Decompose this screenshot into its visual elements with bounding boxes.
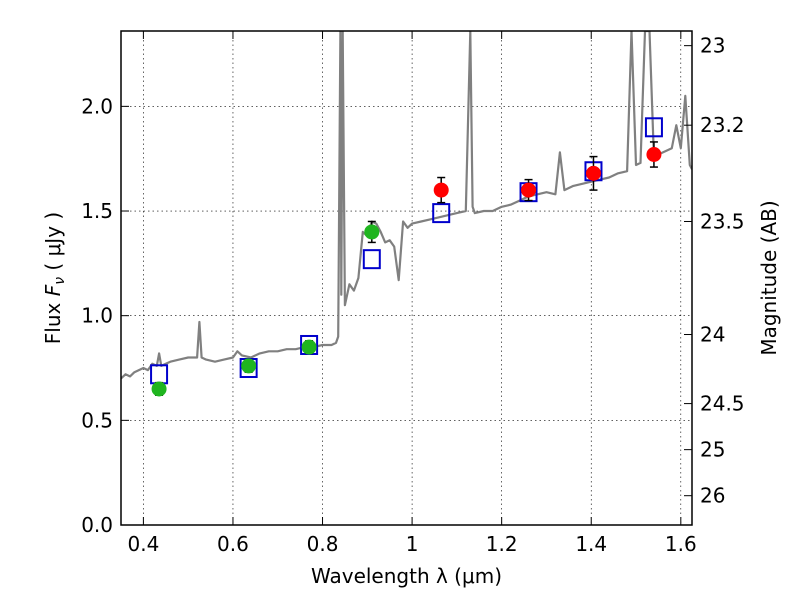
x-axis: 0.4 0.6 0.8 1 1.2 1.4 1.6	[127, 31, 697, 556]
y-axis-left: 0.0 0.5 1.0 1.5 2.0	[81, 94, 129, 537]
red-data-point	[646, 147, 662, 162]
y2-tick-label: 25	[700, 438, 725, 462]
blue-square-marker	[432, 203, 451, 224]
grid	[121, 31, 692, 526]
x-tick-label: 0.6	[217, 532, 249, 556]
y2-tick-label: 23	[700, 34, 725, 58]
y-tick-label: 1.5	[81, 199, 113, 223]
green-data-point	[301, 339, 317, 355]
blue-square-marker	[362, 249, 381, 270]
y2-tick-label: 24.5	[700, 392, 745, 416]
x-tick-label: 0.4	[127, 532, 159, 556]
blue-square-marker	[150, 364, 169, 385]
y-axis-title-suffix: ( μJy )	[41, 212, 65, 277]
red-data-point	[433, 182, 449, 198]
y2-tick-label: 24	[700, 323, 725, 347]
x-tick-label: 1.2	[486, 532, 518, 556]
model-spectrum-line	[121, 31, 692, 380]
y-axis-right: 23 23.2 23.5 24 24.5 25 26	[684, 34, 745, 508]
y-tick-label: 2.0	[81, 94, 113, 118]
x-tick-label: 1.4	[575, 532, 607, 556]
x-tick-label: 1.6	[665, 532, 697, 556]
y2-tick-label: 23.2	[700, 113, 745, 137]
y-tick-label: 0.0	[81, 513, 113, 537]
red-data-point	[521, 182, 537, 198]
y-axis-title: Flux Fν ( μJy )	[41, 212, 68, 344]
y2-axis-title: Magnitude (AB)	[757, 200, 781, 355]
x-axis-title: Wavelength λ (μm)	[311, 564, 502, 588]
y-tick-label: 1.0	[81, 304, 113, 328]
y2-tick-label: 23.5	[700, 209, 745, 233]
x-tick-label: 0.8	[307, 532, 339, 556]
green-data-point	[151, 381, 167, 397]
plot-frame	[120, 30, 693, 526]
y2-tick-label: 26	[700, 484, 725, 508]
plot-series	[121, 31, 692, 397]
green-data-point	[364, 224, 380, 240]
y-axis-title-symbol: F	[41, 284, 65, 296]
y-axis-title-prefix: Flux	[41, 296, 65, 344]
blue-square-marker	[644, 117, 663, 138]
red-data-point	[585, 165, 601, 181]
x-tick-label: 1	[406, 532, 419, 556]
green-data-point	[241, 358, 257, 374]
y-tick-label: 0.5	[81, 408, 113, 432]
y-axis-title-subscript: ν	[52, 277, 68, 285]
